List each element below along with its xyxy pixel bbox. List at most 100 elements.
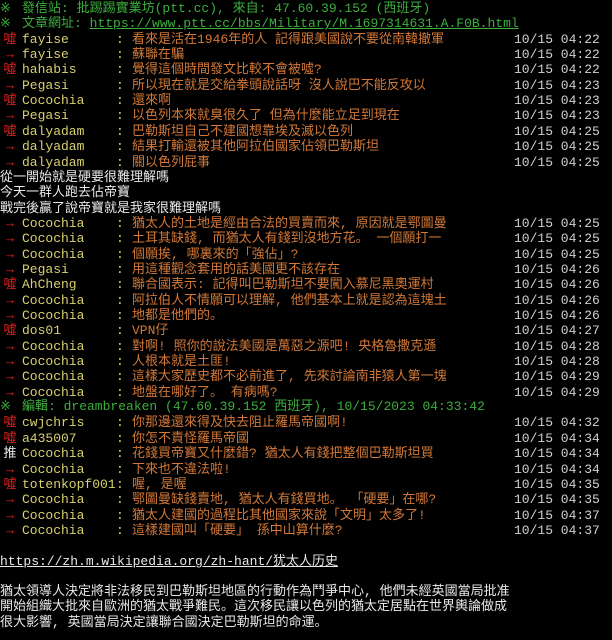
push-time: 10/15 04:29 (514, 384, 600, 400)
push-separator: : (116, 476, 124, 492)
push-time: 10/15 04:22 (514, 47, 600, 63)
push-time: 10/15 04:26 (514, 292, 600, 308)
push-time: 10/15 04:34 (514, 430, 600, 446)
push-username[interactable]: Cocochia (22, 492, 85, 508)
push-separator: : (116, 292, 124, 308)
push-username[interactable]: Cocochia (22, 231, 85, 247)
push-username[interactable]: Cocochia (22, 246, 85, 262)
push-row: 噓 dalyadam: 巴勒斯坦自己不建國想靠埃及滅以色列 10/15 04:25 (0, 124, 612, 139)
push-time: 10/15 04:32 (514, 415, 600, 431)
push-row: → Cocochia: 阿拉伯人不情願可以理解, 他們基本上就是認為這塊土 10/15… (0, 293, 612, 308)
push-time: 10/15 04:35 (514, 476, 600, 492)
push-content: 鄂圖曼缺錢賣地, 猶太人有錢買地。 「硬要」在哪? (132, 492, 437, 508)
push-username[interactable]: dalyadam (22, 154, 85, 170)
push-content: 對啊! 照你的說法美國是萬惡之源吧! 央格魯撒克遜 (132, 338, 437, 354)
push-separator: : (116, 369, 124, 385)
push-username[interactable]: a435007 (22, 430, 77, 446)
push-username[interactable]: fayise (22, 31, 69, 47)
push-separator: : (116, 231, 124, 247)
push-content: 蘇聯在騙 (132, 47, 185, 63)
reference-mark: ※ (0, 1, 11, 16)
push-tag-boo: 噓 (3, 123, 17, 139)
push-username[interactable]: cwjchris (22, 415, 85, 431)
push-tag-arrow: → (6, 139, 14, 155)
push-username[interactable]: Cocochia (22, 522, 85, 538)
push-username[interactable]: Cocochia (22, 446, 85, 462)
station-info: 發信站: 批踢踢實業坊(ptt.cc), 來自: 47.60.39.152 (西… (22, 1, 431, 16)
push-content: 喔, 是喔 (132, 476, 187, 492)
push-row: 噓 a435007: 你怎不責怪羅馬帝國 10/15 04:34 (0, 431, 612, 446)
push-content: 看來是活在1946年的人 記得跟美國說不要從南韓撤軍 (132, 31, 445, 47)
push-username[interactable]: dalyadam (22, 123, 85, 139)
push-username[interactable]: Cocochia (22, 292, 85, 308)
push-separator: : (116, 384, 124, 400)
push-time: 10/15 04:25 (514, 139, 600, 155)
push-time: 10/15 04:37 (514, 507, 600, 523)
push-time: 10/15 04:25 (514, 123, 600, 139)
push-username[interactable]: fayise (22, 47, 69, 63)
push-time: 10/15 04:28 (514, 338, 600, 354)
push-row: → Pegasi: 用這種觀念套用的話美國更不該存在 10/15 04:26 (0, 262, 612, 277)
push-tag-boo: 噓 (3, 277, 17, 293)
push-content: 猶太人建國的過程比其他國家來說「文明」太多了! (132, 507, 426, 523)
push-time: 10/15 04:25 (514, 154, 600, 170)
quoted-reply-line: 今天一群人跑去佔帝寶 (0, 185, 131, 201)
push-tag-arrow: → (6, 338, 14, 354)
push-row: → Cocochia: 下來也不違法啦! 10/15 04:34 (0, 462, 612, 477)
push-time: 10/15 04:29 (514, 369, 600, 385)
push-time: 10/15 04:25 (514, 215, 600, 231)
push-username[interactable]: Cocochia (22, 507, 85, 523)
push-time: 10/15 04:27 (514, 323, 600, 339)
push-username[interactable]: Cocochia (22, 461, 85, 477)
push-separator: : (116, 139, 124, 155)
push-separator: : (116, 77, 124, 93)
push-tag-push: 推 (3, 446, 17, 462)
push-username[interactable]: AhCheng (22, 277, 77, 293)
push-tag-boo: 噓 (3, 476, 17, 492)
push-row: → Cocochia: 地盤在哪好了。 有病嗎? 10/15 04:29 (0, 385, 612, 400)
push-username[interactable]: Cocochia (22, 93, 85, 109)
push-row: → Pegasi: 所以現在就是交給拳頭說話呀 沒人說巴不能反攻以 10/15 04:… (0, 78, 612, 93)
push-username[interactable]: Cocochia (22, 354, 85, 370)
push-username[interactable]: Cocochia (22, 369, 85, 385)
push-separator: : (116, 215, 124, 231)
push-time: 10/15 04:23 (514, 108, 600, 124)
push-username[interactable]: dos01 (22, 323, 62, 339)
push-row: → Pegasi: 以色列本來就臭很久了 但為什麼能立足到現在 10/15 04:23 (0, 108, 612, 123)
push-content: 猶太人的土地是經由合法的買賣而來, 原因就是鄂圖曼 (132, 215, 447, 231)
push-content: 土耳其缺錢, 而猶太人有錢到沒地方花。 一個願打一 (132, 231, 442, 247)
push-tag-arrow: → (6, 308, 14, 323)
push-tag-arrow: → (6, 261, 14, 277)
station-line: ※ 發信站: 批踢踢實業坊(ptt.cc), 來自: 47.60.39.152 … (0, 1, 612, 16)
push-separator: : (116, 492, 124, 508)
push-username[interactable]: dalyadam (22, 139, 85, 155)
push-content: 以色列本來就臭很久了 但為什麼能立足到現在 (132, 108, 400, 124)
push-separator: : (116, 108, 124, 124)
push-content: 地都是他們的。 (132, 308, 224, 323)
push-username[interactable]: hahabis (22, 62, 77, 78)
push-username[interactable]: totenkopf001 (22, 476, 116, 492)
push-tag-boo: 噓 (3, 323, 17, 339)
article-url-link[interactable]: https://www.ptt.cc/bbs/Military/M.169731… (89, 16, 519, 31)
push-row: → Cocochia: 地都是他們的。 10/15 04:26 (0, 308, 612, 323)
push-separator: : (116, 522, 124, 538)
paragraph-line: 很大影響, 英國當局決定讓聯合國決定巴勒斯坦的命運。 (0, 614, 328, 630)
wikipedia-link[interactable]: https://zh.m.wikipedia.org/zh-hant/犹太人历史 (0, 554, 339, 569)
push-tag-boo: 噓 (3, 31, 17, 47)
push-username[interactable]: Pegasi (22, 108, 69, 124)
push-tag-arrow: → (6, 246, 14, 262)
push-username[interactable]: Cocochia (22, 308, 85, 323)
push-username[interactable]: Cocochia (22, 384, 85, 400)
push-row: → Cocochia: 這樣大家歷史都不必前進了, 先來討論南非猿人第一塊 10/15… (0, 369, 612, 384)
push-username[interactable]: Pegasi (22, 261, 69, 277)
push-username[interactable]: Cocochia (22, 215, 85, 231)
push-username[interactable]: Cocochia (22, 338, 85, 354)
push-time: 10/15 04:23 (514, 93, 600, 109)
push-tag-arrow: → (6, 522, 14, 538)
push-time: 10/15 04:25 (514, 231, 600, 247)
push-separator: : (116, 47, 124, 63)
push-tag-arrow: → (6, 108, 14, 124)
url-line: ※ 文章網址: https://www.ptt.cc/bbs/Military/… (0, 16, 612, 31)
push-time: 10/15 04:26 (514, 308, 600, 323)
push-username[interactable]: Pegasi (22, 77, 69, 93)
